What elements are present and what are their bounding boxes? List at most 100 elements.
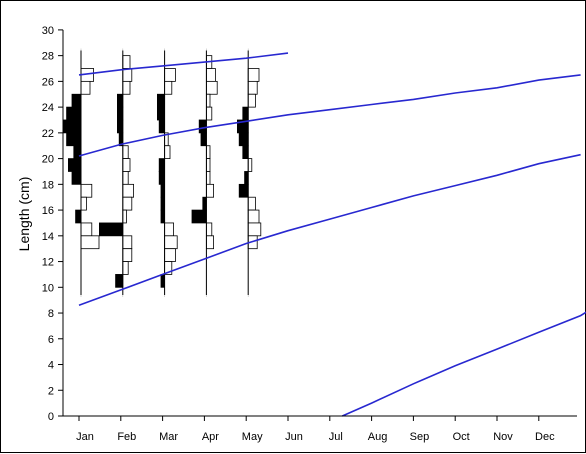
- y-tick-label: 20: [42, 154, 54, 166]
- histogram-bar-filled: [156, 93, 165, 108]
- growth-curve-3: [78, 153, 581, 307]
- histogram-bar-open: [205, 80, 218, 95]
- y-tick-label: 30: [42, 25, 54, 37]
- histogram-bar-filled: [244, 171, 249, 185]
- y-tick-label: 28: [42, 51, 54, 63]
- y-tick-label: 22: [42, 128, 54, 140]
- y-tick-label: 10: [42, 282, 54, 294]
- histogram-bar-filled: [200, 132, 207, 147]
- histogram-bar-open: [80, 222, 93, 237]
- histogram-bar-open: [205, 222, 213, 237]
- x-tick-label: Jul: [329, 431, 343, 443]
- histogram-bar-filled: [160, 209, 165, 224]
- x-tick-label: Apr: [202, 431, 219, 443]
- histogram-bar-filled: [160, 183, 165, 198]
- histogram-bar-filled: [238, 183, 249, 198]
- y-tick-label: 8: [48, 308, 54, 320]
- histogram-bar-filled: [75, 209, 82, 224]
- histogram-bar-open: [122, 209, 127, 224]
- histogram-bar-open: [122, 145, 129, 159]
- histogram-bar-filled: [242, 106, 249, 121]
- histogram-bar-filled: [156, 106, 165, 121]
- growth-curve-2: [78, 74, 581, 157]
- histogram-bar-filled: [158, 171, 165, 185]
- histogram-bar-filled: [202, 196, 207, 211]
- y-tick-label: 24: [42, 102, 54, 114]
- histogram-bar-open: [205, 171, 211, 185]
- x-tick-label: Mar: [159, 431, 178, 443]
- y-tick-label: 6: [48, 334, 54, 346]
- histogram-bar-open: [164, 68, 176, 82]
- histogram-bar-open: [80, 196, 87, 211]
- histogram-bar-open: [247, 196, 256, 211]
- histogram-bar-filled: [99, 222, 124, 237]
- y-tick-label: 2: [48, 385, 54, 397]
- histogram-bar-open: [205, 158, 211, 172]
- histogram-bar-open: [164, 235, 178, 250]
- histogram-bar-filled: [160, 274, 165, 288]
- sample-mar: [156, 48, 178, 298]
- histogram-bar-filled: [238, 132, 249, 147]
- histogram-bar-open: [122, 55, 131, 69]
- histogram-bar-open: [164, 145, 171, 159]
- x-tick-label: May: [242, 431, 263, 443]
- histogram-bar-open: [247, 209, 260, 224]
- y-tick-label: 18: [42, 179, 54, 191]
- x-tick-label: Dec: [535, 431, 555, 443]
- histogram-bar-filled: [117, 93, 124, 108]
- histogram-bar-open: [80, 80, 91, 95]
- histogram-bar-filled: [191, 209, 207, 224]
- histogram-bar-open: [164, 222, 175, 237]
- histogram-bar-filled: [158, 158, 165, 172]
- sample-jan: [62, 48, 100, 298]
- histogram-bar-filled: [198, 119, 207, 134]
- sample-histograms: [62, 48, 262, 298]
- sample-apr: [191, 48, 218, 298]
- sample-feb: [99, 48, 135, 298]
- histogram-bar-open: [247, 68, 260, 82]
- histogram-bar-filled: [242, 145, 249, 159]
- y-tick-label: 16: [42, 205, 54, 217]
- histogram-bar-open: [205, 183, 214, 198]
- histogram-bar-filled: [66, 132, 82, 147]
- histogram-bar-open: [205, 106, 213, 121]
- histogram-bar-open: [122, 261, 129, 275]
- histogram-bar-filled: [66, 106, 82, 121]
- x-tick-label: Feb: [117, 431, 136, 443]
- histogram-bar-open: [122, 80, 131, 95]
- histogram-bar-open: [164, 80, 173, 95]
- histogram-bar-filled: [117, 106, 124, 121]
- histogram-bar-open: [80, 235, 100, 250]
- x-tick-label: Aug: [368, 431, 388, 443]
- histogram-bar-filled: [62, 119, 82, 134]
- histogram-bar-open: [205, 235, 214, 250]
- x-tick-label: Nov: [493, 431, 513, 443]
- histogram-bar-open: [205, 145, 211, 159]
- histogram-bar-open: [205, 68, 216, 82]
- histogram-bar-open: [122, 68, 133, 82]
- y-tick-label: 26: [42, 76, 54, 88]
- histogram-bar-filled: [68, 158, 82, 172]
- histogram-bar-open: [164, 248, 176, 262]
- x-tick-label: Sep: [410, 431, 430, 443]
- histogram-bar-open: [122, 171, 129, 185]
- histogram-bar-open: [122, 235, 133, 250]
- histogram-bar-filled: [160, 196, 165, 211]
- histogram-bar-filled: [117, 119, 124, 134]
- histogram-bar-filled: [158, 119, 165, 134]
- histogram-bar-filled: [71, 171, 82, 185]
- growth-curve-4: [341, 311, 586, 417]
- histogram-bar-filled: [73, 145, 82, 159]
- x-tick-label: Jan: [76, 431, 94, 443]
- histogram-bar-open: [247, 222, 262, 237]
- histogram-bar-open: [80, 183, 93, 198]
- x-tick-label: Jun: [285, 431, 303, 443]
- y-tick-label: 14: [42, 231, 54, 243]
- histogram-bar-filled: [71, 93, 82, 108]
- y-axis-title: Length (cm): [16, 177, 32, 252]
- growth-curve-1: [78, 52, 289, 76]
- y-tick-label: 4: [48, 360, 54, 372]
